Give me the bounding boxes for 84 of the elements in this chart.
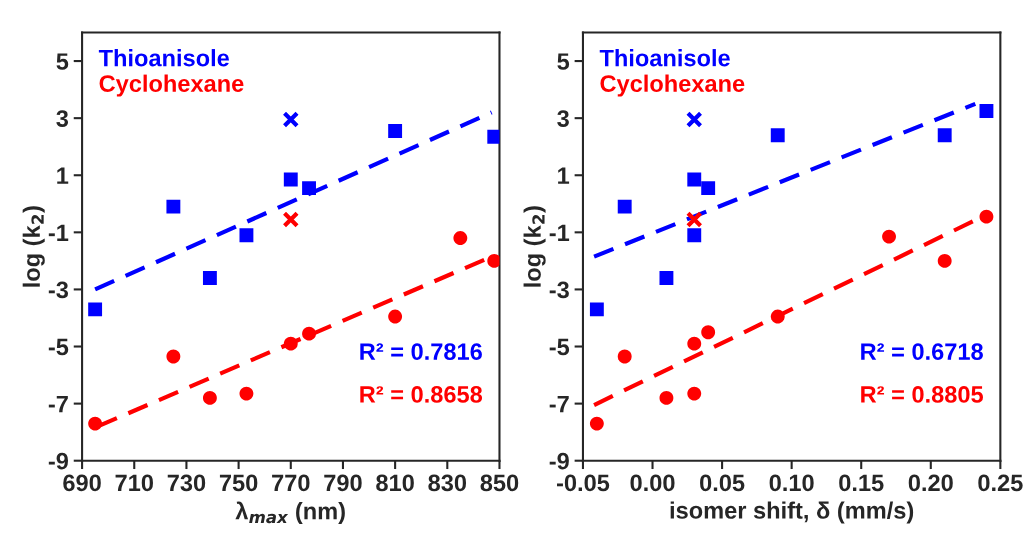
y-tick-label: -1 [48,224,69,241]
point [617,199,632,214]
y-tick-label: -7 [549,395,569,413]
annotation: R² = 0.6718 [861,343,983,360]
point [937,128,952,143]
point [388,124,403,138]
x-tick-label: 690 [63,474,101,492]
x-tick-label: 0.20 [908,474,953,492]
x-tick-label: 0.25 [978,474,1023,492]
point [979,104,994,118]
y-axis-title: log (k$_{2}$) [22,206,45,287]
point [701,181,716,196]
y-tick-label: 5 [56,53,69,70]
y-tick-label: 1 [57,167,69,184]
y-tick-label: -5 [48,338,69,356]
y-tick-label: 3 [56,110,69,127]
point [239,228,254,243]
point [283,172,298,187]
point [166,349,181,364]
point [202,390,217,405]
x-tick-label: 790 [324,474,362,492]
point [282,111,300,128]
annotation: R² = 0.7816 [360,343,482,360]
point [589,302,604,317]
x-tick-label: 0.15 [839,474,884,492]
point [282,211,300,228]
point [302,326,316,341]
y-tick-label: -3 [48,281,69,299]
point [302,181,316,196]
point [283,336,298,351]
x-tick-label: 750 [219,474,258,492]
point [937,253,952,268]
x-axis-title: isomer shift, δ (mm/s) [670,501,914,524]
point [687,172,702,187]
point [685,111,703,128]
point [979,209,994,224]
point [617,349,632,364]
point [770,128,785,143]
point [166,199,181,214]
y-tick-label: -7 [48,395,68,413]
y-tick-label: -9 [549,452,569,470]
y-tick-label: 3 [557,110,569,127]
point [701,325,716,340]
x-tick-label: 770 [272,474,310,492]
y-tick-label: -9 [48,452,69,470]
point [453,231,468,245]
point [88,302,103,317]
x-tick-label: 0.05 [700,474,745,492]
text: Thioanisole [599,49,730,67]
point [589,416,604,431]
point [388,309,403,324]
point [487,253,500,268]
point [687,228,702,243]
x-tick-label: 730 [167,474,206,492]
y-axis-title: log (k$_{2}$) [523,206,546,287]
point [882,229,896,244]
x-tick-label: 0.10 [769,474,814,492]
point [685,211,703,228]
point [487,129,500,144]
x-tick-label: 830 [428,474,467,492]
point [659,271,674,285]
point [202,271,217,285]
x-tick-label: 850 [480,474,519,492]
x-tick-label: 710 [115,474,153,492]
point [770,309,785,324]
x-tick-label: 810 [376,474,414,492]
point [659,390,674,405]
text: Cyclohexane [600,74,745,97]
point [88,416,103,431]
y-tick-label: -1 [549,224,570,241]
y-tick-label: 5 [557,53,570,70]
point [687,386,702,401]
annotation: R² = 0.8658 [360,386,483,403]
annotation: R² = 0.8805 [861,386,983,403]
text: Thioanisole [98,49,229,67]
point [687,336,702,351]
x-tick-label: 0.00 [630,474,675,492]
point [239,386,254,401]
x-tick-label: -0.05 [556,474,610,492]
y-tick-label: -3 [549,281,569,299]
y-tick-label: 1 [558,167,570,184]
text: Cyclohexane [99,74,244,97]
x-axis-title: λ$_{max}$ (nm) [235,501,345,525]
y-tick-label: -5 [549,338,570,356]
